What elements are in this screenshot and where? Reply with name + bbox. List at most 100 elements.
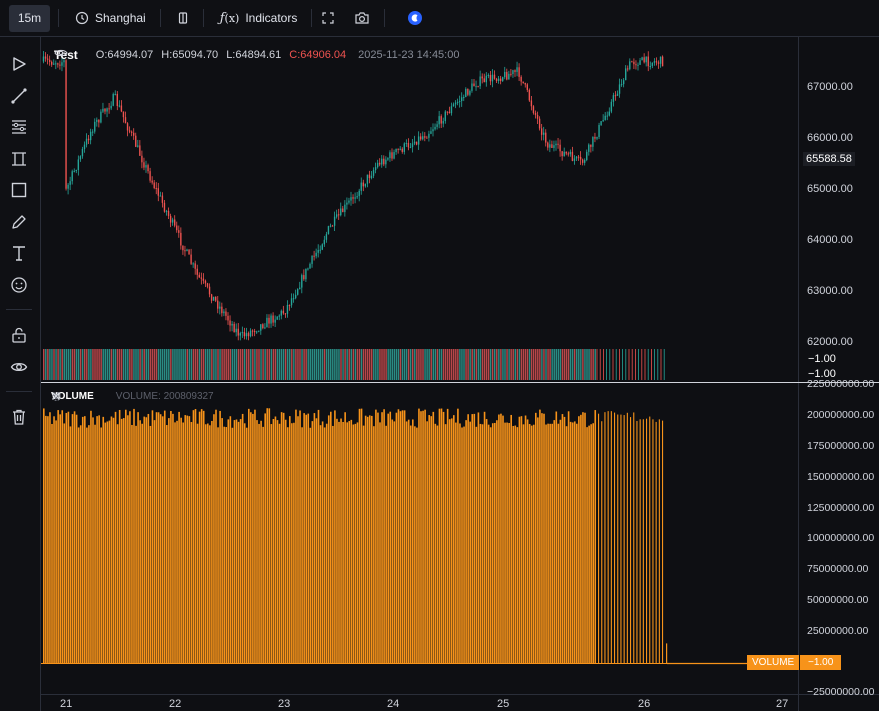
candle-body (69, 181, 71, 185)
candle-body (643, 57, 645, 63)
volume-bar (145, 417, 148, 663)
candle-body (469, 90, 471, 95)
candle-body (217, 300, 219, 309)
screenshot-button[interactable] (348, 5, 376, 32)
interval-button[interactable]: 15m (9, 4, 50, 32)
chart-area[interactable]: Test O:64994.07 H:65094.70 L:64894.61 C:… (41, 37, 879, 711)
lock-tool-button[interactable] (5, 321, 33, 349)
pane-marker-bar (237, 349, 240, 380)
candle-body (260, 324, 262, 331)
candle-body (239, 333, 241, 336)
volume-bar (270, 424, 273, 663)
eye-icon[interactable] (54, 48, 68, 58)
candle-body (346, 202, 348, 205)
volume-bar (303, 413, 305, 663)
pane-marker-bar (278, 349, 281, 380)
volume-bar (102, 416, 105, 663)
pane-marker-bar (260, 349, 262, 380)
candle-body (335, 214, 338, 217)
pane-marker-bar (412, 349, 414, 380)
candle-body (598, 125, 600, 138)
volume-bar (184, 415, 187, 663)
volume-bar (383, 409, 385, 663)
chart-type-button[interactable] (169, 5, 197, 32)
volume-bar (188, 416, 191, 663)
candle-body (454, 102, 457, 105)
candle-body (413, 141, 416, 144)
candle-body (219, 306, 221, 309)
cursor-tool-button[interactable] (5, 50, 33, 78)
candle-body (510, 73, 512, 75)
indicators-button[interactable]: ƒ(x) Indicators (212, 5, 306, 32)
close-icon[interactable] (51, 391, 61, 401)
volume-bar (614, 412, 616, 663)
candle-body (344, 204, 346, 213)
pane-marker-bar (96, 349, 98, 380)
pane-marker-bar (405, 349, 408, 380)
candle-body (538, 118, 541, 129)
pane-marker-bar (301, 349, 303, 380)
pane-marker-bar (86, 349, 88, 380)
volume-bar (235, 419, 238, 663)
pane-marker-bar (371, 349, 373, 380)
volume-bar (278, 423, 281, 663)
fullscreen-button[interactable] (314, 5, 342, 32)
volume-bar (520, 416, 523, 663)
volume-bar (646, 418, 648, 663)
fib-tool-button[interactable] (5, 113, 33, 141)
emoji-tool-button[interactable] (5, 271, 33, 299)
pane-marker-bar (88, 349, 90, 380)
candle-body (366, 174, 369, 184)
volume-bar (440, 408, 443, 663)
candle-body (96, 119, 98, 122)
pane-marker-bar (586, 349, 588, 380)
pane-marker-bar (291, 349, 293, 380)
candle-body (524, 83, 526, 85)
volume-bar (47, 416, 49, 663)
volume-bar (430, 416, 433, 663)
delete-tool-button[interactable] (5, 403, 33, 431)
candle-body (407, 142, 410, 148)
pane-marker-bar (518, 349, 521, 380)
volume-bar (461, 427, 463, 663)
pencil-icon (12, 215, 26, 229)
pane-marker-bar (338, 349, 340, 380)
candle-body (395, 148, 397, 153)
volume-bar (578, 416, 580, 663)
pane-marker-bar (465, 349, 467, 380)
volume-bar (475, 426, 478, 663)
text-tool-button[interactable] (5, 239, 33, 267)
chart-canvas[interactable] (41, 37, 879, 711)
pane-marker-bar (428, 349, 430, 380)
rectangle-tool-button[interactable] (5, 176, 33, 204)
theme-button[interactable] (401, 5, 429, 32)
pane-marker-bar (110, 349, 113, 380)
candle-body (153, 182, 155, 189)
volume-bar (90, 410, 92, 663)
volume-bar (239, 419, 242, 663)
volume-bar (401, 410, 404, 663)
pane-marker-bar (526, 349, 529, 380)
channel-icon (12, 152, 26, 166)
candle-body (629, 61, 631, 70)
volume-bar (118, 409, 121, 663)
pane-marker-bar (166, 349, 168, 380)
candle-body (282, 310, 285, 314)
candle-body (46, 58, 49, 60)
visibility-tool-button[interactable] (5, 353, 33, 381)
candle-body (477, 86, 479, 88)
candle-body (368, 174, 371, 179)
volume-bar (457, 408, 459, 663)
volume-bar (463, 426, 465, 663)
candle-body (169, 215, 172, 223)
volume-bar (428, 415, 430, 663)
channel-tool-button[interactable] (5, 145, 33, 173)
pane-marker-bar (582, 349, 584, 380)
timezone-button[interactable]: Shanghai (67, 5, 154, 32)
trendline-tool-button[interactable] (5, 82, 33, 110)
volume-bar (71, 414, 74, 663)
brush-tool-button[interactable] (5, 208, 33, 236)
pane-marker-bar (362, 349, 365, 380)
pane-marker-bar (502, 349, 504, 380)
pane-marker-bar (524, 349, 527, 380)
